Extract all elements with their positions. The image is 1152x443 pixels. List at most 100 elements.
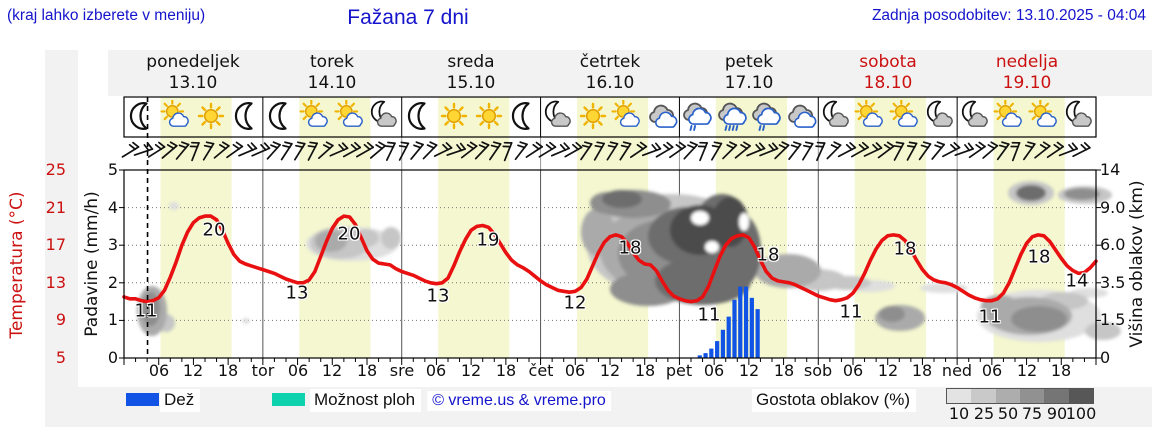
day-abbr: ned <box>941 361 973 380</box>
cloud-cover-tick: 10 <box>948 404 970 423</box>
moon-icon <box>129 102 148 130</box>
weather-icon-cell <box>472 100 506 136</box>
day-name: torek <box>310 52 354 72</box>
temperature-label: 12 <box>563 292 587 314</box>
sun-icon <box>475 102 503 130</box>
day-date: 15.10 <box>446 73 496 93</box>
weather-icon-cell <box>715 100 749 136</box>
temp-tick: 25 <box>45 160 66 179</box>
cloud-height-tick: 6.0 <box>1100 235 1126 254</box>
day-header-četrtek: četrtek 16.10 <box>545 52 675 94</box>
weather-icon-cell <box>958 100 992 136</box>
time-tick: 12 <box>599 361 621 380</box>
time-tick: 06 <box>981 361 1003 380</box>
weather-icon-cell <box>923 100 957 136</box>
temperature-label: 20 <box>202 219 226 241</box>
sun-icon <box>197 102 225 130</box>
weather-icon-cell <box>645 100 679 136</box>
time-tick: 18 <box>217 361 239 380</box>
sun-cloud-icon <box>160 100 189 127</box>
sun-cloud-icon <box>299 100 328 127</box>
showers-legend-label: Možnost ploh <box>310 389 422 412</box>
rain-tick: 4 <box>107 198 118 217</box>
sun-cloud-icon <box>889 100 918 127</box>
day-date: 18.10 <box>863 73 913 93</box>
copyright-link[interactable]: © vreme.us & vreme.pro <box>427 391 611 411</box>
sun-cloud-icon <box>993 100 1022 127</box>
weather-icon-cell <box>680 100 714 136</box>
time-tick: 06 <box>842 361 864 380</box>
day-header-band <box>108 50 1152 96</box>
temperature-label: 18 <box>618 237 642 259</box>
day-header-ponedeljek: ponedeljek 13.10 <box>128 52 258 94</box>
weather-icon-cell <box>749 100 783 136</box>
weather-icon-cell <box>610 100 644 136</box>
moon-cloud-icon <box>1065 100 1092 127</box>
time-tick: 12 <box>738 361 760 380</box>
day-name: ponedeljek <box>146 52 240 72</box>
weather-icon-cell <box>1062 100 1096 136</box>
weather-icon-cell <box>506 100 540 136</box>
day-abbr: čet <box>528 361 554 380</box>
weather-icon-cell <box>402 100 436 136</box>
temperature-label: 14 <box>1065 270 1089 292</box>
cloud-cover-swatch <box>1019 389 1045 403</box>
cloud-cover-tick: 90 <box>1046 404 1068 423</box>
weather-icon-cell <box>992 100 1026 136</box>
page-title: Fažana 7 dni <box>347 6 469 29</box>
weather-icon-cell <box>333 100 367 136</box>
weather-icon-cell <box>229 100 263 136</box>
weather-icon-cell <box>1027 100 1061 136</box>
weather-icon-cell <box>888 100 922 136</box>
day-abbr: sob <box>803 361 833 380</box>
cloud-cover-swatch <box>971 389 996 403</box>
last-update: Zadnja posodobitev: 13.10.2025 - 04:04 <box>871 7 1146 24</box>
weather-icon-cell <box>576 100 610 136</box>
weather-icon-cell <box>124 100 158 136</box>
wind-barbs-row <box>121 141 1091 162</box>
time-tick: 12 <box>321 361 343 380</box>
clouds-icon <box>788 104 817 128</box>
time-tick: 12 <box>1016 361 1038 380</box>
day-header-nedelja: nedelja 19.10 <box>962 52 1092 94</box>
rain4-icon <box>718 102 747 131</box>
moon-cloud-icon <box>370 100 397 127</box>
cloud-cover-swatch <box>1068 389 1093 403</box>
day-header-sobota: sobota 18.10 <box>823 52 953 94</box>
sun-cloud-icon <box>1028 100 1057 127</box>
temp-tick: 5 <box>55 348 66 367</box>
cloud-cover-swatch <box>947 389 972 403</box>
rain2-icon <box>683 102 712 131</box>
time-tick: 12 <box>877 361 899 380</box>
day-name: nedelja <box>995 52 1059 72</box>
clouds-icon <box>649 104 678 128</box>
rain-tick: 0 <box>107 348 118 367</box>
weather-icon-cell <box>853 100 887 136</box>
temperature-label: 11 <box>134 300 158 322</box>
day-abbr: pet <box>665 361 693 380</box>
sun-cloud-icon <box>611 100 640 127</box>
temp-tick: 13 <box>45 273 66 292</box>
moon-cloud-icon <box>544 100 571 127</box>
cloud-cover-swatch <box>1044 389 1069 403</box>
day-date: 16.10 <box>585 73 635 93</box>
temp-tick: 17 <box>45 235 66 254</box>
day-header-sreda: sreda 15.10 <box>406 52 536 94</box>
weather-icon-cell <box>263 100 297 136</box>
time-tick: 06 <box>148 361 170 380</box>
cloud-cover-scale <box>946 388 1094 404</box>
weather-icon-cell <box>541 100 575 136</box>
moon-cloud-icon <box>822 100 849 127</box>
cloud-cover-tick: 25 <box>973 404 995 423</box>
rain-bars <box>697 286 760 358</box>
icon-row-frame <box>123 96 1097 138</box>
temp-tick: 21 <box>45 198 66 217</box>
menu-hint: (kraj lahko izberete v meniju) <box>7 7 206 24</box>
day-abbr: sre <box>389 361 415 380</box>
cloud-height-tick: 9.0 <box>1100 198 1126 217</box>
temperature-label: 11 <box>978 306 1002 328</box>
temp-tick: 9 <box>55 310 66 329</box>
weather-icon-cell <box>194 100 228 136</box>
